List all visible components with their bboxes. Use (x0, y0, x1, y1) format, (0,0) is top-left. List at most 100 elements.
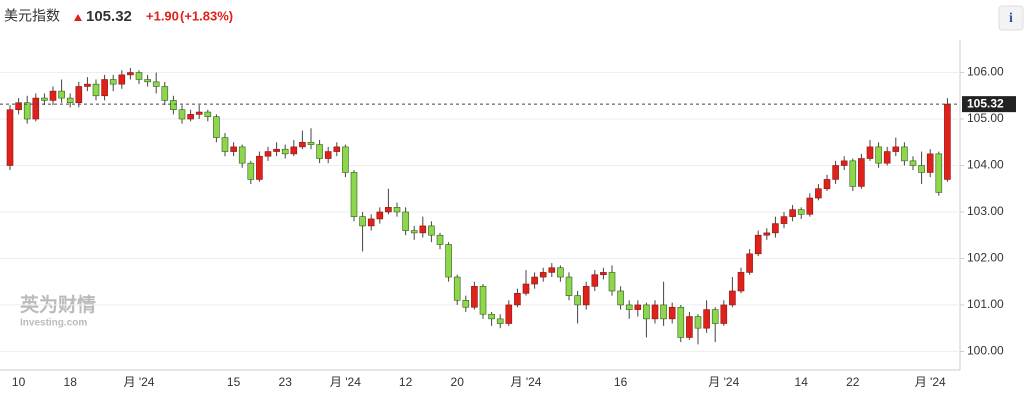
candle-body (118, 74, 126, 85)
candle-body (522, 283, 530, 294)
candle-body (342, 146, 349, 173)
candle-body (797, 209, 805, 215)
candle-body (763, 232, 771, 236)
candle-body (23, 102, 31, 120)
candle-body (789, 209, 796, 217)
candle-body (58, 90, 65, 99)
candle-body (367, 218, 375, 227)
x-tick-label: 月 '24 (330, 375, 361, 389)
candle-body (359, 216, 366, 227)
candle-body (213, 116, 220, 138)
candle-body (170, 100, 177, 111)
y-tick-label: 106.00 (967, 65, 1004, 79)
candle-body (926, 153, 934, 173)
candle-body (488, 313, 495, 320)
candle-body (32, 97, 40, 120)
info-button[interactable] (998, 5, 1024, 31)
x-tick-label: 22 (846, 375, 860, 389)
y-tick-label: 104.00 (967, 158, 1004, 172)
price: 105.32 (86, 8, 132, 25)
candle-body (393, 207, 401, 213)
candle-body (883, 151, 891, 164)
candle-body (892, 146, 900, 152)
candle-body (505, 304, 513, 324)
candle-body (41, 97, 48, 101)
last-price-badge (962, 96, 1016, 113)
candle-body (15, 102, 22, 111)
title: 美元指数 (4, 8, 60, 24)
candle-body (75, 86, 83, 104)
candle-body (548, 267, 556, 273)
candle-body (273, 148, 280, 152)
y-tick-label: 103.00 (967, 204, 1004, 218)
candle-body (901, 146, 908, 162)
candle-body (290, 146, 298, 155)
candle-body (324, 151, 332, 159)
candle-body (574, 295, 581, 306)
candle-body (625, 304, 633, 310)
y-tick-label: 102.00 (967, 251, 1004, 265)
x-tick-label: 15 (227, 375, 241, 389)
candle-body (496, 318, 504, 324)
candle-body (823, 179, 831, 190)
candle-body (746, 253, 753, 273)
candle-body (49, 90, 57, 101)
candle-body (410, 230, 418, 234)
candle-body (281, 148, 289, 155)
watermark-site: Investing.com (20, 318, 87, 329)
x-tick-label: 20 (451, 375, 465, 389)
candle-body (660, 304, 667, 320)
candle-body (299, 141, 306, 148)
candle-body (6, 109, 14, 166)
change-pct: (+1.83%) (180, 8, 233, 23)
candle-body (591, 274, 599, 287)
x-tick-label: 月 '24 (124, 375, 155, 389)
candle-body (402, 211, 409, 231)
candle-body (539, 272, 547, 278)
candle-body (694, 316, 702, 329)
candle-body (806, 197, 814, 215)
candle-body (333, 146, 341, 152)
candle-body (531, 276, 538, 285)
candle-body (772, 223, 779, 234)
candle-body (462, 299, 470, 308)
candle-body (935, 153, 943, 193)
x-tick-label: 月 '24 (511, 375, 542, 389)
candle-body (582, 286, 590, 306)
candle-body (617, 290, 624, 306)
candle-body (737, 272, 745, 292)
last-price-label: 105.32 (967, 96, 1004, 110)
candle-body (221, 137, 229, 152)
candle-body (634, 304, 642, 310)
candle-body (230, 146, 237, 152)
candle-body (471, 286, 478, 308)
candle-body (84, 83, 91, 87)
candle-body (428, 225, 435, 236)
candle-body (195, 111, 203, 115)
x-tick-label: 14 (795, 375, 809, 389)
candle-body (178, 109, 186, 120)
candle-body (350, 172, 358, 217)
candle-body (204, 111, 212, 117)
candle-body (703, 309, 710, 329)
info-icon[interactable]: i (1009, 11, 1013, 26)
candle-body (256, 155, 263, 180)
candle-body (479, 286, 487, 315)
x-tick-label: 10 (12, 375, 26, 389)
y-tick-label: 101.00 (967, 297, 1004, 311)
candle-body (92, 83, 100, 97)
candle-body (376, 211, 384, 220)
candle-body (780, 216, 788, 224)
candle-body (419, 225, 427, 234)
candle-body (514, 293, 521, 306)
candle-body (720, 304, 728, 324)
candle-body (66, 97, 74, 104)
candle-body (600, 272, 607, 276)
candle-body (264, 151, 272, 157)
x-tick-label: 月 '24 (915, 375, 946, 389)
candle-body (918, 165, 925, 173)
candle-body (754, 234, 762, 255)
candle-body (101, 79, 108, 97)
candle-body (453, 276, 461, 301)
